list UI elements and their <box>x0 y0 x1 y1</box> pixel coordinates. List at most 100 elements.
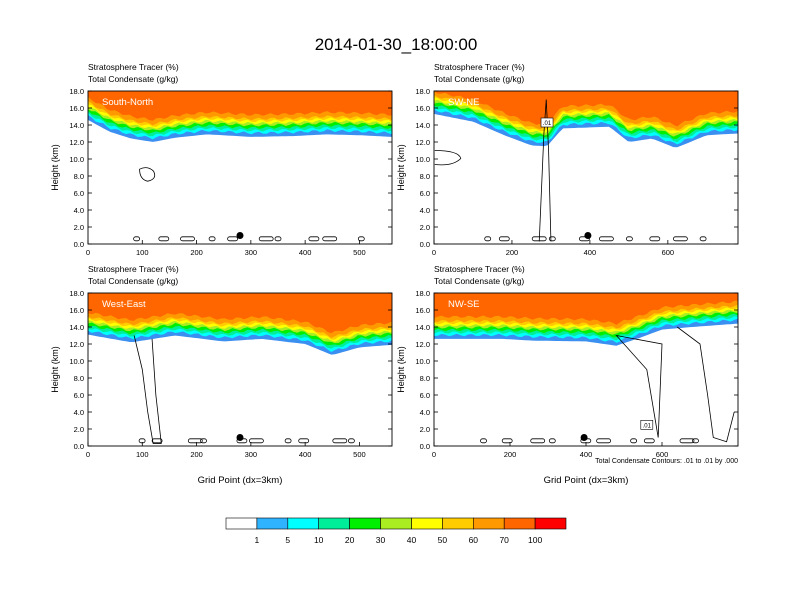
colorbar-box <box>318 517 350 530</box>
y-tick-label: 12.0 <box>69 340 84 349</box>
plot-area <box>88 293 392 444</box>
y-tick-label: 14.0 <box>415 121 430 130</box>
colorbar-box <box>256 517 289 530</box>
colorbar-box <box>442 517 474 530</box>
x-tick-label: 200 <box>504 450 517 459</box>
x-axis-label: Grid Point (dx=3km) <box>544 475 629 486</box>
y-tick-label: 2.0 <box>420 425 430 434</box>
low-cloud-contour <box>208 236 216 242</box>
plot-area: .01 <box>434 91 738 242</box>
colorbar-label: 10 <box>314 535 324 545</box>
contour-label-text: .01 <box>643 423 652 429</box>
y-tick-label: 16.0 <box>415 306 430 315</box>
low-cloud-contour <box>274 236 282 242</box>
low-cloud-contour <box>599 236 614 242</box>
colorbar-label: 1 <box>255 535 260 545</box>
x-tick-label: 200 <box>506 248 519 257</box>
x-tick-label: 200 <box>190 248 203 257</box>
low-cloud-contour <box>548 438 556 444</box>
colorbar-label: 40 <box>407 535 417 545</box>
panel-label: SW-NE <box>448 97 480 108</box>
panels: South-North Stratosphere Tracer (%) Total … <box>50 62 739 486</box>
y-tick-label: 4.0 <box>420 206 430 215</box>
y-tick-label: 8.0 <box>74 172 84 181</box>
low-cloud-contour <box>579 236 590 242</box>
low-cloud-contour <box>530 438 546 444</box>
panel-subtitle: Total Condensate (g/kg) <box>88 276 178 286</box>
tracer-band-9 <box>434 91 738 127</box>
convective-tower-contour <box>538 99 552 242</box>
x-tick-label: 0 <box>86 248 90 257</box>
colorbar-box <box>287 517 319 530</box>
x-tick-label: 500 <box>353 248 366 257</box>
y-tick-label: 6.0 <box>420 391 430 400</box>
tracer-band-9 <box>434 293 738 325</box>
colorbar-label: 30 <box>376 535 386 545</box>
y-tick-label: 6.0 <box>74 391 84 400</box>
y-tick-label: 18.0 <box>415 289 430 298</box>
y-axis-label: Height (km) <box>50 346 60 393</box>
panel-4: .01 NW-SE Stratosphere Tracer (%) Total Con… <box>396 264 739 486</box>
y-tick-label: 12.0 <box>415 340 430 349</box>
low-cloud-contour <box>187 438 203 444</box>
low-cloud-contour <box>699 236 707 242</box>
y-tick-label: 8.0 <box>74 374 84 383</box>
colorbar-label: 5 <box>285 535 290 545</box>
colorbar: 1 5 10 20 30 40 50 60 70 100 <box>225 517 567 545</box>
y-tick-label: 16.0 <box>69 306 84 315</box>
low-cloud-contour <box>258 236 274 242</box>
low-cloud-contour <box>298 438 310 444</box>
low-cloud-contour <box>679 438 695 444</box>
x-tick-label: 400 <box>580 450 593 459</box>
y-tick-label: 8.0 <box>420 172 430 181</box>
low-cloud-contour <box>480 438 487 444</box>
colorbar-box <box>534 517 567 530</box>
panel-1: South-North Stratosphere Tracer (%) Total … <box>50 62 393 257</box>
contour-label-text: .01 <box>543 121 552 127</box>
low-cloud-contour <box>248 438 264 444</box>
condensate-contours <box>133 335 355 444</box>
low-cloud-contour <box>498 236 510 242</box>
low-cloud-contour <box>322 236 338 242</box>
y-tick-label: 16.0 <box>69 104 84 113</box>
x-tick-label: 100 <box>136 248 149 257</box>
x-tick-label: 0 <box>86 450 90 459</box>
y-tick-label: 0.0 <box>420 240 430 249</box>
convective-tower-contour <box>133 335 162 444</box>
low-cloud-contour <box>158 236 170 242</box>
x-tick-label: 600 <box>662 248 675 257</box>
x-tick-label: 300 <box>245 450 258 459</box>
low-cloud-contour <box>227 236 239 242</box>
tracer-band-9 <box>88 91 392 121</box>
x-tick-label: 400 <box>299 248 312 257</box>
location-marker <box>236 434 244 441</box>
low-cloud-contour <box>357 236 365 242</box>
y-tick-label: 16.0 <box>415 104 430 113</box>
x-tick-label: 400 <box>299 450 312 459</box>
y-tick-label: 14.0 <box>415 323 430 332</box>
colorbar-label: 100 <box>528 535 542 545</box>
y-tick-label: 0.0 <box>74 442 84 451</box>
colorbar-label: 20 <box>345 535 355 545</box>
colorbar-label: 60 <box>469 535 479 545</box>
low-cloud-contour <box>673 236 688 242</box>
y-tick-label: 12.0 <box>69 138 84 147</box>
panel-subtitle: Total Condensate (g/kg) <box>434 276 524 286</box>
contour-label: .01 <box>640 419 654 430</box>
condensate-contours <box>434 99 707 242</box>
y-tick-label: 0.0 <box>420 442 430 451</box>
panel-3: West-East Stratosphere Tracer (%) Total Co… <box>50 264 393 486</box>
panel-subtitle: Stratosphere Tracer (%) <box>88 62 179 72</box>
y-tick-label: 2.0 <box>74 425 84 434</box>
plot-frame <box>433 90 739 245</box>
figure-title: 2014-01-30_18:00:00 <box>315 35 478 54</box>
x-tick-label: 0 <box>432 248 436 257</box>
panel-2: .01 SW-NE Stratosphere Tracer (%) Total Con… <box>396 62 739 257</box>
plot-frame <box>87 90 393 245</box>
y-tick-label: 0.0 <box>74 240 84 249</box>
y-tick-label: 2.0 <box>420 223 430 232</box>
panel-subtitle: Stratosphere Tracer (%) <box>434 264 525 274</box>
x-axis-label: Grid Point (dx=3km) <box>198 475 283 486</box>
panel-subtitle: Total Condensate (g/kg) <box>88 74 178 84</box>
y-tick-label: 4.0 <box>420 408 430 417</box>
